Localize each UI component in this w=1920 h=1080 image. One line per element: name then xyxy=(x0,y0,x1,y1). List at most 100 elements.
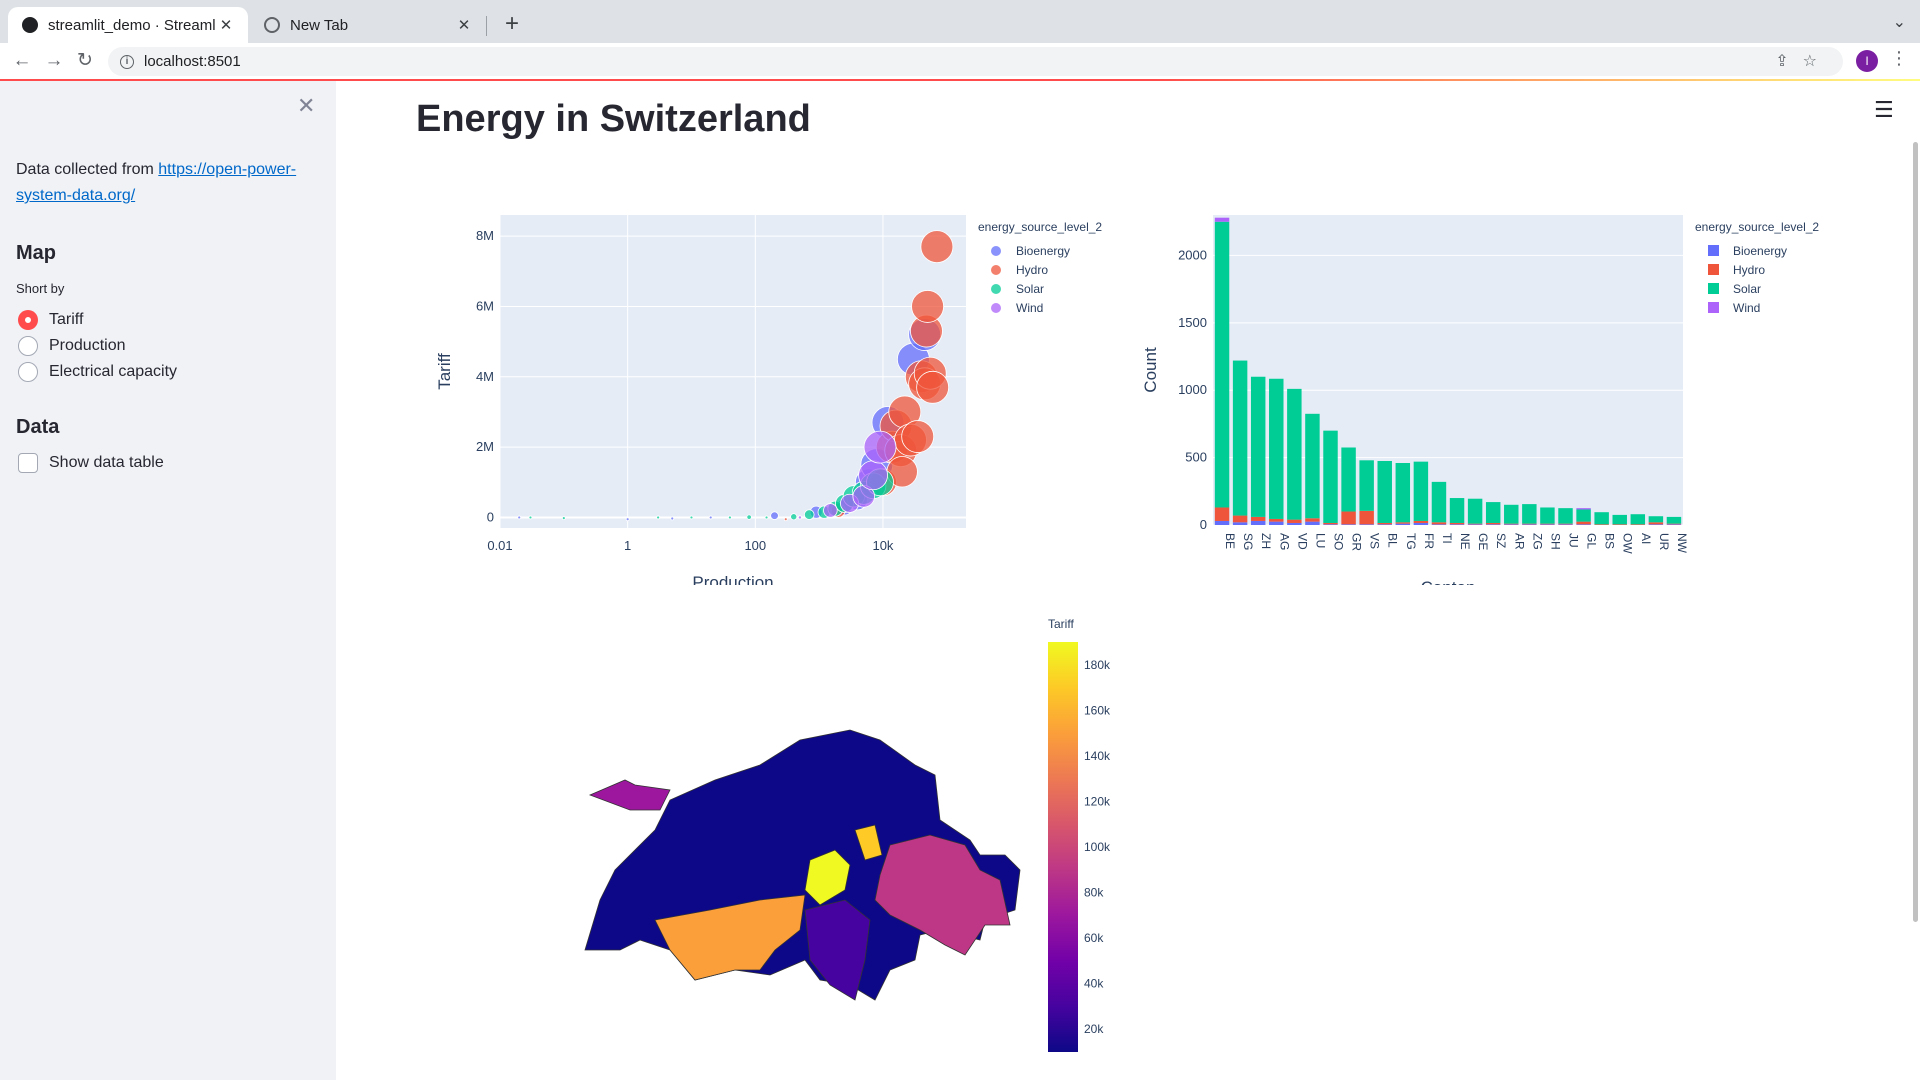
bar-chart[interactable]: 0 500 1000 1500 2000 BE SG ZH AG VD LU SO GR VS BL TG FR… xyxy=(1130,205,1830,585)
browser-menu-icon[interactable]: ⋮ xyxy=(1890,48,1908,68)
radio-unselected-icon[interactable] xyxy=(18,362,38,382)
colorbar-title: Tariff xyxy=(1048,617,1074,631)
x-tick-label: TG xyxy=(1404,533,1418,550)
bar-segment xyxy=(1395,463,1411,523)
scatter-point xyxy=(764,515,769,520)
show-data-table-checkbox[interactable]: Show data table xyxy=(18,453,164,473)
radio-selected-icon[interactable] xyxy=(18,310,38,330)
x-tick-label: 10k xyxy=(872,538,893,553)
y-tick-label: 0 xyxy=(487,509,494,524)
bar-segment xyxy=(1449,498,1465,523)
bar-segment xyxy=(1594,512,1609,525)
x-tick-label: BL xyxy=(1386,533,1400,548)
new-tab-button[interactable]: + xyxy=(504,10,519,37)
checkbox-icon[interactable] xyxy=(18,453,38,473)
bar-segment xyxy=(1666,516,1682,524)
checkbox-label: Show data table xyxy=(49,454,164,471)
bar-segment xyxy=(1250,516,1266,521)
bar-segment xyxy=(1232,522,1248,525)
x-axis-title: Canton xyxy=(1421,578,1476,585)
bar-segment xyxy=(1522,504,1537,524)
y-tick-label: 0 xyxy=(1200,517,1207,532)
bar-segment xyxy=(1305,521,1320,525)
colorbar-tick-label: 140k xyxy=(1084,749,1111,763)
app-menu-icon[interactable]: ☰ xyxy=(1874,97,1894,122)
bar-segment xyxy=(1648,516,1664,523)
legend-label: Hydro xyxy=(1016,263,1048,277)
close-sidebar-icon[interactable]: ✕ xyxy=(297,93,316,118)
bar-segment xyxy=(1359,510,1374,525)
y-axis-title: Count xyxy=(1141,347,1160,393)
radio-tariff[interactable]: Tariff xyxy=(18,310,83,330)
scatter-chart[interactable]: 0.01 1 100 10k 0 2M 4M 6M 8M Production Tariff ener… xyxy=(420,205,1120,585)
data-source-link[interactable]: https://open-power-system-data.org/ xyxy=(16,161,297,204)
sidebar: ✕ Data collected from https://open-power… xyxy=(0,81,336,1080)
bar-segment xyxy=(1377,460,1392,523)
choropleth-map[interactable]: Tariff 20k 40k 60k 80k 100k 120k 140k 160k 180k xyxy=(560,617,1120,1080)
bar-segment xyxy=(1540,524,1555,525)
bar-segment xyxy=(1232,515,1248,523)
bar-segment xyxy=(1395,523,1411,525)
legend-label: Solar xyxy=(1733,282,1761,296)
bar-segment xyxy=(1413,461,1429,521)
x-tick-label: 100 xyxy=(744,538,766,553)
y-tick-label: 1500 xyxy=(1178,315,1207,330)
tab-title: New Tab xyxy=(290,16,349,34)
bar-segment xyxy=(1377,522,1392,525)
bar-segment xyxy=(1540,523,1555,525)
radio-electrical-capacity[interactable]: Electrical capacity xyxy=(18,362,177,382)
address-bar[interactable]: i localhost:8501 ⇪☆ xyxy=(108,47,1843,76)
legend-marker xyxy=(991,303,1001,313)
radio-production[interactable]: Production xyxy=(18,336,126,356)
legend-label: Hydro xyxy=(1733,263,1765,277)
url-text[interactable]: localhost:8501 xyxy=(144,53,241,70)
scatter-point xyxy=(783,517,788,522)
x-tick-label: JU xyxy=(1567,533,1581,548)
bar-segment xyxy=(1558,524,1573,525)
scatter-point xyxy=(528,515,533,520)
scatter-point xyxy=(916,370,950,404)
scatter-point xyxy=(746,514,752,520)
profile-avatar[interactable]: I xyxy=(1856,50,1878,72)
browser-tab-new[interactable]: New Tab ✕ xyxy=(250,7,486,43)
y-tick-label: 500 xyxy=(1185,450,1207,465)
browser-tab-streamlit[interactable]: streamlit_demo · Streamlit ✕ xyxy=(8,7,248,43)
close-tab-icon[interactable]: ✕ xyxy=(219,17,233,34)
scrollbar[interactable] xyxy=(1913,142,1918,922)
bar-segment xyxy=(1504,504,1519,524)
bar-segment xyxy=(1558,508,1573,524)
map-heading: Map xyxy=(16,242,56,264)
bar-segment xyxy=(1323,524,1338,525)
x-tick-label: FR xyxy=(1422,533,1436,549)
forward-icon[interactable]: → xyxy=(44,50,64,71)
bar-segment xyxy=(1612,514,1627,525)
scatter-point xyxy=(911,290,944,323)
back-icon[interactable]: ← xyxy=(12,50,32,71)
x-tick-label: VD xyxy=(1295,533,1309,550)
x-tick-label: ZG xyxy=(1530,533,1544,550)
bar-segment xyxy=(1269,378,1284,519)
tab-search-icon[interactable]: ⌄ xyxy=(1892,14,1906,31)
legend-label: Bioenergy xyxy=(1733,244,1787,258)
x-tick-label: SG xyxy=(1241,533,1255,550)
info-icon[interactable]: i xyxy=(120,54,134,69)
colorbar-tick-label: 80k xyxy=(1084,886,1104,900)
scatter-point xyxy=(625,517,630,522)
close-tab-icon[interactable]: ✕ xyxy=(457,17,471,34)
legend-label: Bioenergy xyxy=(1016,244,1070,258)
bar-segment xyxy=(1214,221,1230,508)
reload-icon[interactable]: ↻ xyxy=(77,50,93,71)
x-tick-label: UR xyxy=(1657,533,1671,551)
bar-segment xyxy=(1467,524,1483,525)
bar-segment xyxy=(1250,520,1266,525)
y-tick-label: 8M xyxy=(476,228,494,243)
bar-segment xyxy=(1666,523,1682,525)
share-bookmark-icons[interactable]: ⇪☆ xyxy=(1775,53,1831,70)
scatter-point xyxy=(561,516,566,521)
x-tick-label: SZ xyxy=(1494,533,1508,548)
legend-marker xyxy=(991,265,1001,275)
scatter-point xyxy=(790,513,798,521)
bar-segment xyxy=(1467,498,1483,524)
bar-segment xyxy=(1305,518,1320,522)
radio-unselected-icon[interactable] xyxy=(18,336,38,356)
